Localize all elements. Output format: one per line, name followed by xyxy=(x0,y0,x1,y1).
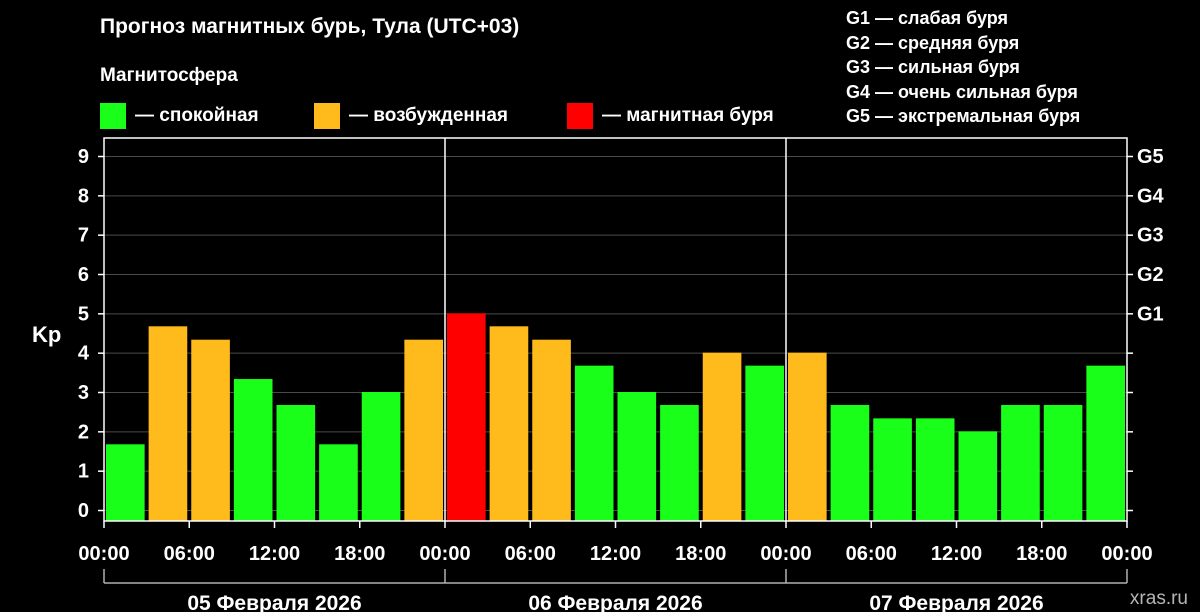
x-tick-label-5: 06:00 xyxy=(505,543,556,565)
y-tick-label-8: 8 xyxy=(78,185,89,207)
bar-2 xyxy=(191,339,230,521)
legend-active-swatch xyxy=(314,103,340,129)
x-tick-label-10: 12:00 xyxy=(931,543,982,565)
y-tick-label-1: 1 xyxy=(78,461,89,483)
y-tick-label-9: 9 xyxy=(78,146,89,168)
x-tick-label-0: 00:00 xyxy=(78,543,129,565)
bar-22 xyxy=(1043,404,1083,521)
x-tick-label-1: 06:00 xyxy=(164,543,215,565)
bar-23 xyxy=(1086,365,1125,521)
right-axis-label-G2: G2 xyxy=(1137,264,1164,286)
right-axis-label-G3: G3 xyxy=(1137,225,1164,247)
bar-9 xyxy=(489,326,529,521)
bar-18 xyxy=(873,418,912,521)
legend-active: — возбужденная xyxy=(314,103,508,129)
y-tick-label-6: 6 xyxy=(78,264,89,286)
y-tick-label-4: 4 xyxy=(78,343,90,365)
storm-scale-g2: G2 — средняя буря xyxy=(846,32,1020,53)
y-tick-label-2: 2 xyxy=(78,421,89,443)
bar-4 xyxy=(276,404,316,521)
day-label-2: 07 Февраля 2026 xyxy=(869,592,1043,612)
legend-active-label: — возбужденная xyxy=(349,105,509,126)
storm-scale-legend: G1 — слабая буря G2 — средняя буря G3 — … xyxy=(846,6,1118,129)
bar-1 xyxy=(148,326,188,521)
bar-20 xyxy=(958,431,998,521)
legend-storm-swatch xyxy=(567,103,593,129)
storm-scale-g4: G4 — очень сильная буря xyxy=(846,81,1078,102)
x-tick-label-12: 00:00 xyxy=(1101,543,1152,565)
x-tick-label-3: 18:00 xyxy=(334,543,385,565)
bar-3 xyxy=(233,379,273,521)
legend-storm: — магнитная буря xyxy=(567,103,774,129)
storm-scale-g5: G5 — экстремальная буря xyxy=(846,106,1081,127)
legend-quiet-swatch xyxy=(100,103,126,129)
legend-quiet-label: — спокойная xyxy=(135,105,259,126)
bar-0 xyxy=(106,444,145,521)
chart-title: Прогноз магнитных бурь, Тула (UTC+03) xyxy=(100,15,520,38)
bar-13 xyxy=(660,404,699,521)
x-tick-label-11: 18:00 xyxy=(1016,543,1067,565)
bar-10 xyxy=(532,339,571,521)
watermark: xras.ru xyxy=(1129,588,1188,609)
y-tick-label-0: 0 xyxy=(78,500,89,522)
x-tick-label-2: 12:00 xyxy=(249,543,300,565)
x-tick-label-4: 00:00 xyxy=(419,543,470,565)
bar-5 xyxy=(319,444,358,521)
x-tick-label-7: 18:00 xyxy=(675,543,726,565)
legend-storm-label: — магнитная буря xyxy=(602,105,774,126)
bar-6 xyxy=(361,392,401,521)
y-tick-label-7: 7 xyxy=(78,225,89,247)
right-axis-label-G4: G4 xyxy=(1137,185,1165,207)
bar-11 xyxy=(574,365,614,521)
bar-16 xyxy=(788,352,827,521)
bar-12 xyxy=(617,392,657,521)
y-tick-label-3: 3 xyxy=(78,382,89,404)
right-axis-label-G5: G5 xyxy=(1137,146,1164,168)
x-tick-label-8: 00:00 xyxy=(760,543,811,565)
bar-8 xyxy=(447,313,486,521)
storm-scale-g3: G3 — сильная буря xyxy=(846,57,1020,78)
right-axis-label-G1: G1 xyxy=(1137,303,1164,325)
bar-17 xyxy=(830,404,870,521)
legend-quiet: — спокойная xyxy=(100,103,259,129)
y-axis-label: Kp xyxy=(32,322,61,347)
bar-19 xyxy=(915,418,955,521)
day-label-0: 05 Февраля 2026 xyxy=(187,592,361,612)
day-label-1: 06 Февраля 2026 xyxy=(528,592,702,612)
bar-21 xyxy=(1001,404,1040,521)
storm-scale-g1: G1 — слабая буря xyxy=(846,8,1009,28)
y-tick-label-5: 5 xyxy=(78,303,89,325)
legend-title: Магнитосфера xyxy=(100,65,238,86)
bar-7 xyxy=(404,339,443,521)
bar-14 xyxy=(702,352,742,521)
x-tick-label-9: 06:00 xyxy=(846,543,897,565)
x-tick-label-6: 12:00 xyxy=(590,543,641,565)
bar-15 xyxy=(745,365,784,521)
